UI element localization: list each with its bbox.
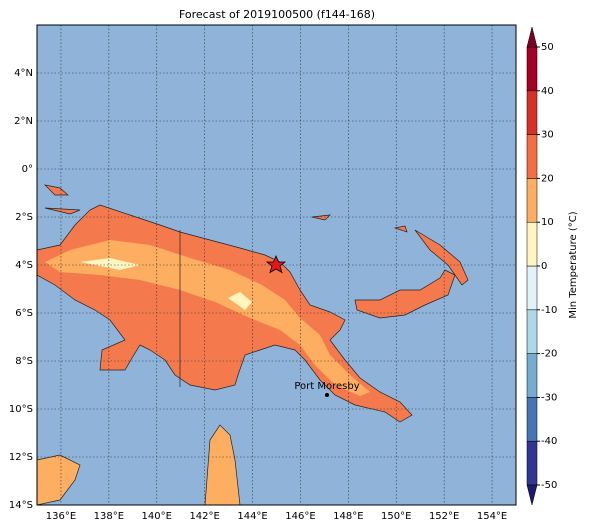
colorbar-band: [526, 178, 538, 223]
colorbar-tick-label: 0: [541, 261, 547, 272]
warm-zone: [45, 240, 370, 396]
new-ireland: [414, 229, 469, 286]
y-tick-label: 10°S: [9, 404, 33, 415]
x-tick-label: 154°E: [477, 511, 507, 522]
colorbar-tick-label: 10: [541, 217, 554, 228]
x-tick-label: 148°E: [333, 511, 363, 522]
colorbar-band: [526, 90, 538, 135]
colorbar-extend: [526, 26, 538, 48]
colorbar-tick-label: 50: [541, 42, 554, 53]
colorbar-tick-label: -50: [541, 480, 557, 491]
colorbar-band: [526, 46, 538, 92]
map-frame: [36, 24, 517, 506]
y-tick-label: 8°S: [15, 356, 33, 367]
x-tick-label: 138°E: [94, 511, 124, 522]
colorbar-band: [526, 309, 538, 354]
y-tick-label: 4°S: [15, 260, 33, 271]
colorbar-band: [526, 397, 538, 442]
x-tick-label: 140°E: [142, 511, 172, 522]
x-tick-label: 144°E: [237, 511, 267, 522]
x-tick-label: 152°E: [429, 511, 459, 522]
y-tick-label: 0°: [22, 164, 33, 175]
colorbar-tick-label: -10: [541, 305, 557, 316]
star-marker: [265, 254, 287, 274]
title: Forecast of 2019100500 (f144-168): [179, 8, 375, 21]
x-tick-label: 136°E: [46, 511, 76, 522]
colorbar-tick-label: 30: [541, 130, 554, 141]
colorbar-tick-label: -30: [541, 392, 557, 403]
colorbar-extend: [526, 484, 538, 506]
colorbar-band: [526, 265, 538, 311]
colorbar-band: [526, 353, 538, 398]
x-tick-label: 146°E: [285, 511, 315, 522]
x-tick-label: 150°E: [381, 511, 411, 522]
y-tick-label: 2°S: [15, 212, 33, 223]
x-tick-label: 142°E: [189, 511, 219, 522]
cool-zone: [80, 258, 252, 310]
city-marker: [325, 393, 329, 397]
colorbar-label: Min Temperature (°C): [568, 211, 579, 318]
colorbar-tick-label: 20: [541, 173, 554, 184]
island: [43, 184, 408, 233]
city-label: Port Moresby: [294, 381, 359, 392]
colorbar-band: [526, 134, 538, 179]
y-tick-label: 4°N: [14, 68, 33, 79]
colorbar-tick-label: -20: [541, 349, 557, 360]
y-tick-label: 12°S: [9, 452, 33, 463]
y-tick-label: 6°S: [15, 308, 33, 319]
colorbar-tick-label: -40: [541, 436, 557, 447]
colorbar-tick-label: 40: [541, 86, 554, 97]
y-tick-label: 14°S: [9, 500, 33, 511]
colorbar-band: [526, 440, 538, 486]
land: [36, 184, 469, 506]
colorbar-band: [526, 221, 538, 267]
y-tick-label: 2°N: [14, 116, 33, 127]
